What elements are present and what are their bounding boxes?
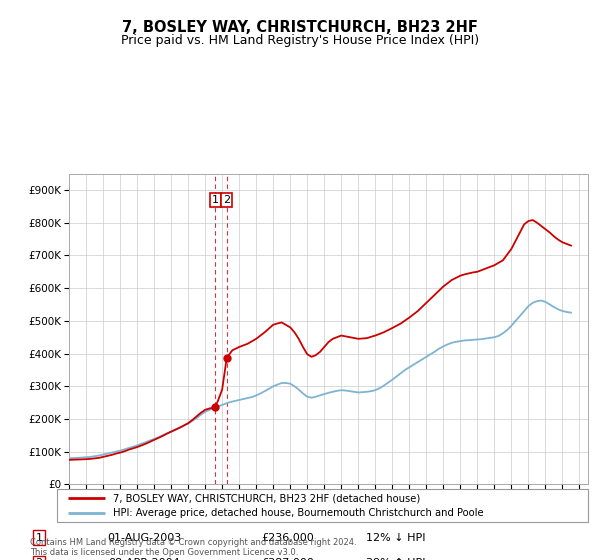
- Text: 7, BOSLEY WAY, CHRISTCHURCH, BH23 2HF (detached house): 7, BOSLEY WAY, CHRISTCHURCH, BH23 2HF (d…: [113, 493, 420, 503]
- Text: 7, BOSLEY WAY, CHRISTCHURCH, BH23 2HF: 7, BOSLEY WAY, CHRISTCHURCH, BH23 2HF: [122, 20, 478, 35]
- Text: £387,000: £387,000: [262, 558, 314, 560]
- Text: 39% ↑ HPI: 39% ↑ HPI: [366, 558, 426, 560]
- Text: Contains HM Land Registry data © Crown copyright and database right 2024.
This d: Contains HM Land Registry data © Crown c…: [30, 538, 356, 557]
- Text: 1: 1: [212, 195, 218, 205]
- Text: 2: 2: [223, 195, 230, 205]
- Text: 1: 1: [35, 533, 43, 543]
- Text: 01-AUG-2003: 01-AUG-2003: [107, 533, 181, 543]
- Text: 2: 2: [35, 558, 43, 560]
- Text: Price paid vs. HM Land Registry's House Price Index (HPI): Price paid vs. HM Land Registry's House …: [121, 34, 479, 46]
- FancyBboxPatch shape: [57, 489, 588, 522]
- Text: HPI: Average price, detached house, Bournemouth Christchurch and Poole: HPI: Average price, detached house, Bour…: [113, 508, 484, 518]
- Text: 12% ↓ HPI: 12% ↓ HPI: [366, 533, 426, 543]
- Text: £236,000: £236,000: [262, 533, 314, 543]
- Text: 08-APR-2004: 08-APR-2004: [108, 558, 180, 560]
